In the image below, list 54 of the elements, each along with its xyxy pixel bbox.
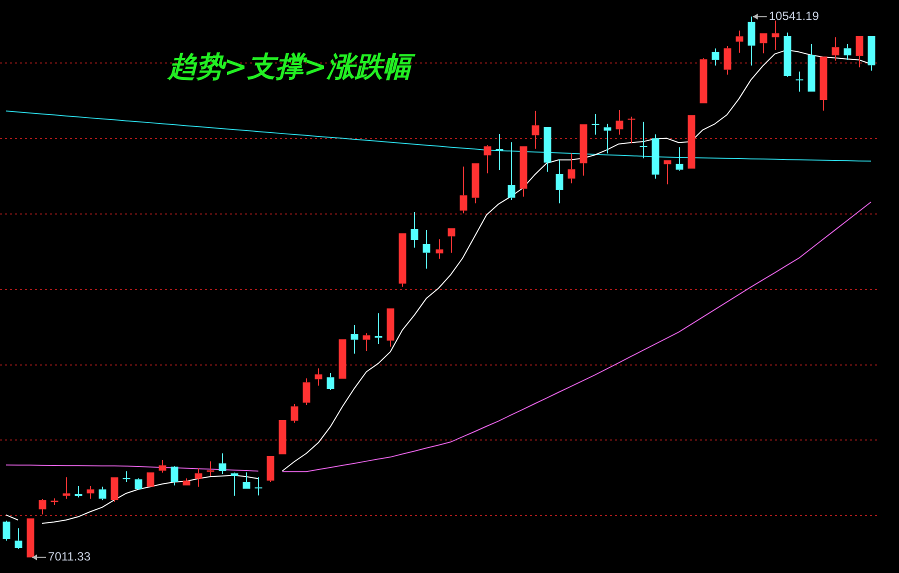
candlestick (616, 109, 624, 136)
candlestick (448, 228, 456, 254)
candlestick (302, 378, 310, 406)
candlestick (700, 58, 708, 104)
candlestick (242, 472, 250, 489)
candlestick (170, 466, 178, 486)
candlestick (568, 152, 576, 184)
candlestick (386, 308, 394, 348)
candlestick (266, 456, 274, 483)
candlestick (74, 486, 82, 498)
candlestick (410, 211, 418, 248)
candlestick (868, 36, 876, 72)
candlestick (398, 233, 406, 288)
candlestick (532, 110, 540, 150)
candlestick (808, 43, 816, 92)
candlestick (110, 477, 118, 502)
candlestick (748, 16, 756, 66)
candlestick (724, 45, 732, 76)
candlestick (254, 476, 262, 496)
candlestick (436, 238, 444, 260)
candlestick (484, 144, 492, 174)
candlestick (652, 134, 660, 180)
candlestick (14, 528, 22, 550)
candlestick (712, 48, 720, 66)
candlestick (628, 116, 636, 144)
candlestick (62, 476, 70, 500)
candlestick (206, 460, 214, 477)
candlestick (640, 121, 648, 159)
candlestick (194, 468, 202, 488)
candlestick (556, 158, 564, 204)
candlestick (98, 486, 106, 501)
candlestick (472, 163, 480, 204)
candlestick (134, 478, 142, 490)
candlestick (760, 33, 768, 54)
candlestick (218, 452, 226, 475)
candlestick (508, 142, 516, 201)
annotation: 7011.33 (48, 550, 91, 564)
candlestick (326, 372, 334, 390)
candlestick (86, 486, 94, 500)
candlestick (290, 404, 298, 424)
candlestick (580, 124, 588, 176)
candlestick (350, 324, 358, 354)
candlestick (784, 32, 792, 78)
candlestick (422, 230, 430, 270)
candlestick (796, 71, 804, 92)
annotation: 10541.19 (768, 8, 820, 23)
candlestick (38, 498, 46, 515)
candlestick (460, 166, 468, 214)
candlestick (844, 43, 852, 60)
candlestick (772, 20, 780, 50)
candlestick (664, 160, 672, 185)
candlestick (520, 146, 528, 198)
candlestick (832, 36, 840, 62)
candlestick (50, 498, 58, 506)
